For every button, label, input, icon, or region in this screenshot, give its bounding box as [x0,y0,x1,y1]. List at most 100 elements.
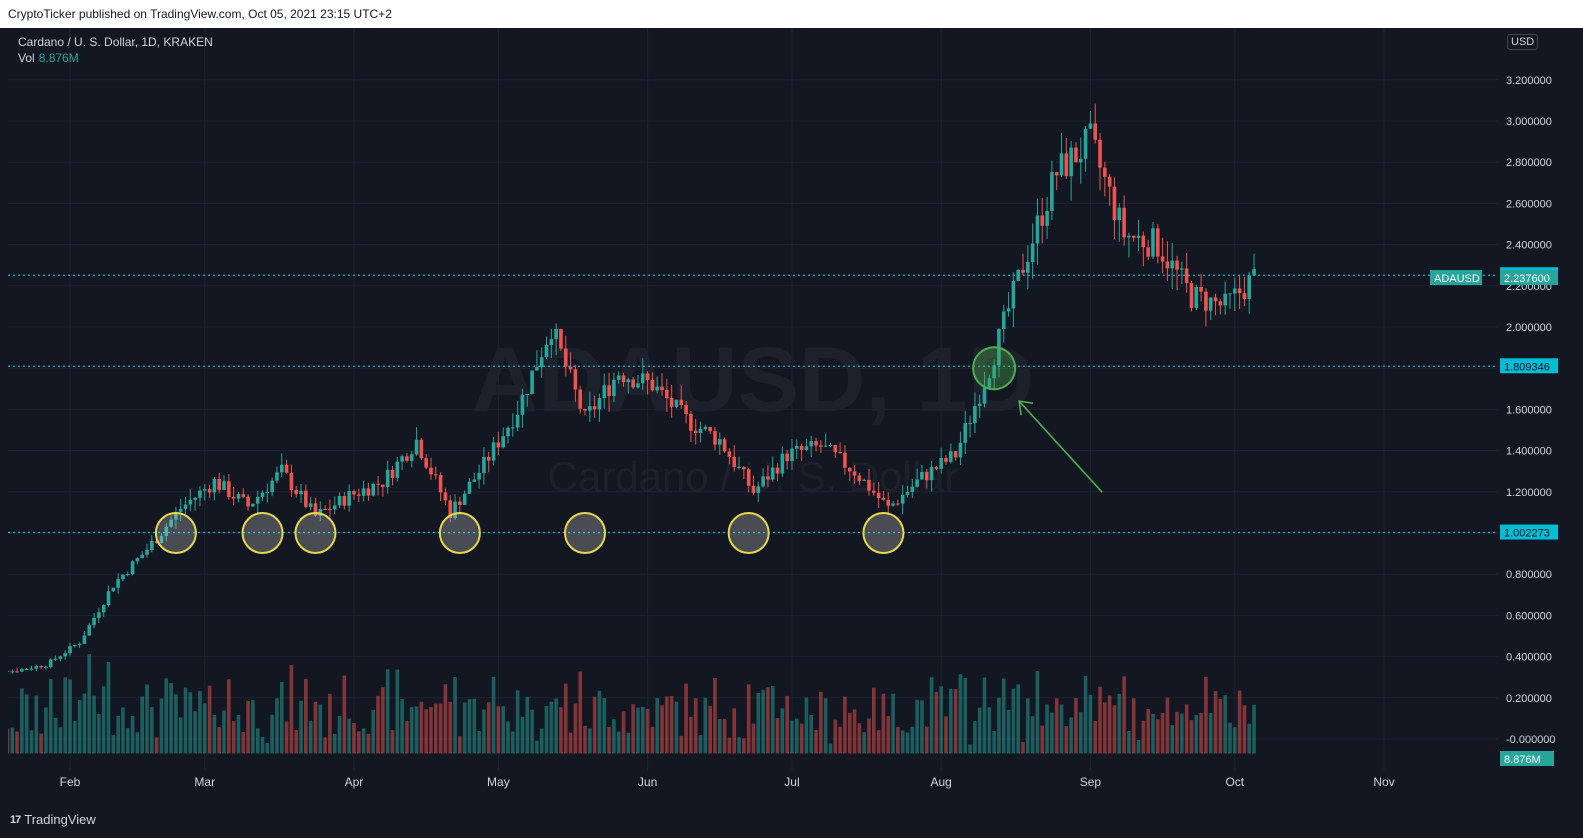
candle-body [650,379,655,391]
candle-body [655,386,660,391]
candle-body [665,390,669,399]
volume-bar [251,700,255,754]
candle-body [255,496,260,504]
volume-bar [520,716,525,754]
candle-body [424,458,428,468]
volume-bar [790,720,794,754]
x-tick-label: Nov [1373,775,1394,789]
currency-badge[interactable]: USD [1507,34,1539,50]
candle-body [178,508,183,512]
candle-body [1093,123,1098,140]
volume-bar [693,698,698,754]
volume-bar [833,719,838,754]
candle-body [674,399,679,407]
candle-body [275,472,279,481]
publisher-header: CryptoTicker published on TradingView.co… [0,0,1583,28]
tradingview-logo-icon: 17 [10,813,21,826]
symbol-title[interactable]: Cardano / U. S. Dollar, 1D, KRAKEN [18,35,213,49]
candle-body [563,348,568,367]
volume-bar [1078,712,1083,754]
candle-body [679,399,684,405]
volume-bar [1160,712,1165,754]
volume-bar [742,738,746,754]
volume-bar [1112,705,1117,754]
candle-body [39,666,43,668]
volume-bar [737,737,741,754]
candle-body [809,441,814,447]
candle-body [73,645,77,647]
volume-bar [1151,713,1155,754]
volume-bar [891,693,895,754]
candle-body [1155,228,1160,257]
candlestick-chart[interactable]: ADAUSD [8,28,1498,770]
candle-body [804,446,809,450]
candle-body [34,666,39,669]
candle-body [174,511,178,520]
volume-bar [645,708,650,754]
volume-bar [1204,676,1208,754]
candle-body [631,379,635,388]
volume-bar [241,731,246,754]
breakout-arrow [1018,400,1103,493]
candle-body [751,485,756,493]
brand-label: TradingView [24,812,96,827]
candle-body [891,503,895,506]
volume-bar [183,687,188,754]
volume-bar [713,678,717,754]
last-price-label: 2.237600 [1504,273,1550,285]
volume-bar [1184,704,1189,754]
candle-body [992,365,996,379]
price-axis[interactable]: -0.000000 0.200000 0.400000 0.600000 0.80000… [1498,28,1583,770]
volume-bar [1213,690,1218,754]
candle-body [289,472,294,491]
volume-bar [82,693,87,754]
volume-bar [934,691,939,754]
x-tick-label: Sep [1080,775,1102,789]
volume-bar [308,720,313,754]
volume-bar [689,716,693,754]
volume-bar [539,728,544,754]
candle-body [559,328,563,349]
volume-bar [332,733,337,754]
candle-body [689,413,693,431]
candle-body [381,484,385,487]
y-tick-label: 2.600000 [1506,198,1552,210]
tradingview-brand[interactable]: 17 TradingView [10,812,96,827]
volume-bar [145,684,149,754]
candle-body [920,471,924,480]
candle-body [1189,283,1194,308]
time-axis[interactable]: Feb Mar Apr May Jun Jul Aug Sep Oct Nov [8,770,1498,800]
candle-body [1165,261,1170,269]
breakout-circle [972,346,1017,391]
candle-body [366,488,371,496]
volume-bar [684,683,688,754]
volume-bar [1170,725,1175,754]
volume-bar [1155,719,1160,754]
volume-bar [284,721,289,754]
volume-bar [1083,675,1088,754]
candle-body [1006,308,1011,312]
candle-body [742,467,746,470]
volume-bar [1237,690,1242,754]
volume-bar [443,684,448,754]
candle-body [1011,280,1016,309]
volume-bar [987,707,992,754]
chart-pane[interactable]: ADAUSD, 1D Cardano / U. S. Dollar ADAUSD [8,28,1498,770]
candle-body [785,453,789,462]
volume-bar [395,669,400,754]
volume-bar [592,696,597,754]
volume-bar [472,698,477,754]
volume-bar [24,694,29,754]
candle-body [323,508,327,510]
candle-body [515,414,520,428]
y-tick-label: 2.800000 [1506,157,1552,169]
volume-bar [838,726,842,754]
volume-bar [188,692,193,754]
y-tick-label: 3.200000 [1506,75,1552,87]
volume-bar [1045,704,1049,754]
candle-body [44,666,48,668]
support-touch-circle [564,512,607,554]
candle-body [125,574,130,576]
candle-body [1160,256,1165,262]
candle-body [236,494,241,499]
